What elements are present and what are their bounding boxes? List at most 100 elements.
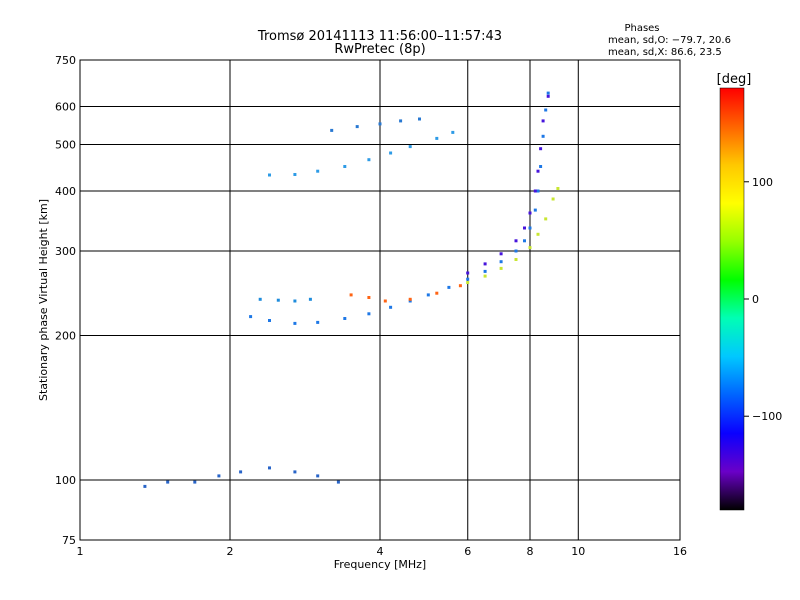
data-point [336,480,340,484]
x-tick-label: 10 [571,545,585,558]
y-axis-label: Stationary phase Virtual Height [km] [37,199,50,401]
data-point [408,145,412,149]
data-point [514,239,518,243]
grid-layer [80,60,680,540]
data-point [308,297,312,301]
data-point [367,296,371,299]
data-point [418,117,421,121]
data-point [536,232,540,236]
data-point [539,165,543,168]
colorbar-tick-label: 0 [752,293,759,306]
data-point [539,147,543,151]
colorbar-tick-label: −100 [752,410,782,423]
data-point [466,271,470,275]
y-tick-label: 400 [55,185,76,198]
phase-stats-x: mean, sd,X: 86.6, 23.5 [608,47,722,58]
data-point [483,262,487,266]
data-point [523,226,526,230]
data-point [466,281,470,284]
y-tick-label: 200 [55,330,76,343]
data-point [483,269,487,273]
data-point [458,284,462,288]
data-point [293,173,297,176]
colorbar-ticks: 100 0 −100 [744,176,782,423]
y-tick-label: 100 [55,474,76,487]
data-point [451,130,455,134]
x-tick-label: 6 [464,545,471,558]
y-tick-label: 750 [55,54,76,67]
colorbar [719,87,745,511]
data-point [316,474,320,478]
data-point [536,189,540,193]
data-point [389,305,393,309]
colorbar-tick-label: 100 [752,176,773,189]
phase-stats-title: Phases [624,23,659,34]
data-point [533,208,537,212]
data-point [523,239,526,243]
data-point [546,91,550,95]
chart-title-line1: Tromsø 20141113 11:56:00–11:57:43 [257,29,502,44]
data-point [355,125,359,129]
data-point [541,134,545,138]
data-point [217,474,221,478]
data-point [268,173,271,177]
data-point [343,165,347,168]
data-point [435,291,439,295]
y-tick-label: 600 [55,101,76,114]
data-point [466,277,470,281]
colorbar-label: [deg] [717,72,752,87]
data-point [528,226,532,230]
data-point [514,249,518,253]
data-point [343,317,347,320]
chart-title-line2: RwPretec (8p) [334,42,425,57]
data-point [556,187,560,190]
data-point [536,169,540,173]
data-point [499,266,503,270]
x-tick-label: 1 [77,545,84,558]
data-point [367,158,371,162]
data-point [408,297,412,301]
data-point [316,169,320,173]
phase-stats-o: mean, sd,O: −79.7, 20.6 [608,35,731,46]
data-point [408,299,412,303]
x-tick-label: 4 [377,545,384,558]
data-point [528,246,532,250]
x-axis-label: Frequency [MHz] [334,558,426,571]
data-point [514,258,518,261]
data-point [541,119,545,123]
data-point [293,321,297,325]
data-point [528,211,532,215]
x-tick-label: 16 [673,545,687,558]
data-point [551,197,555,201]
data-point [249,315,253,319]
data-point [330,128,334,132]
data-point [544,217,548,221]
x-tick-label: 8 [527,545,534,558]
data-point [276,298,280,302]
data-point [426,293,430,297]
data-point [546,94,550,98]
data-point [389,151,393,155]
y-tick-label: 300 [55,245,76,258]
x-tick-label: 2 [227,545,234,558]
data-point [349,293,353,297]
data-point [399,119,403,123]
data-point [499,260,503,264]
data-point [499,252,503,256]
data-point [239,470,243,474]
data-point [378,122,382,126]
y-tick-label: 75 [62,534,76,547]
data-point [383,299,387,303]
data-points-layer [143,91,560,488]
data-point [166,480,170,484]
data-point [268,466,271,470]
data-point [544,108,548,112]
y-tick-label: 500 [55,139,76,152]
data-point [293,299,297,303]
data-point [447,285,451,289]
data-point [316,320,320,324]
tick-label-layer: 1 2 4 6 8 10 16 75 100 200 300 400 500 600 750 [55,54,687,558]
data-point [367,312,371,316]
data-point [533,189,537,193]
